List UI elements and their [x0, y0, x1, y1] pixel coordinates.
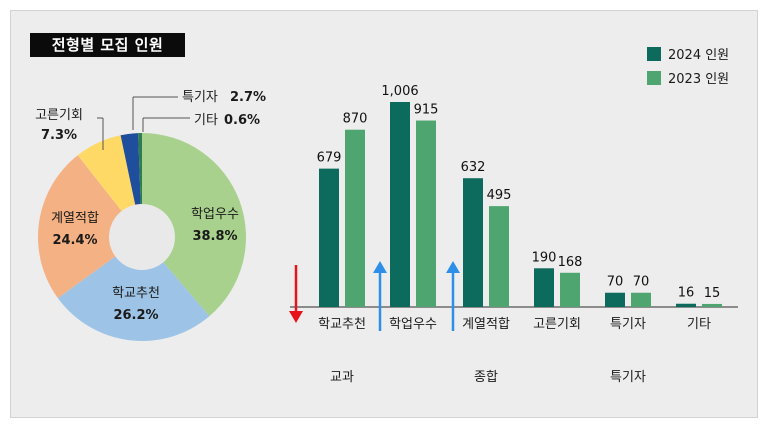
pie-value-label-5: 2.7% — [230, 90, 266, 105]
bar-2024-5 — [605, 292, 625, 307]
bar-value-label-2024-1: 679 — [317, 151, 342, 166]
x-tick-label-6: 기타 — [687, 317, 711, 332]
x-tick-label-3: 계열적합 — [462, 317, 510, 332]
legend-swatch-2023 — [647, 71, 661, 85]
bar-value-label-2023-6: 15 — [704, 286, 721, 301]
pie-slice-3 — [37, 155, 142, 299]
pie-category-label-6: 기타 — [194, 113, 218, 128]
pie-value-label-2: 26.2% — [113, 308, 158, 323]
bar-value-label-2023-1: 870 — [343, 112, 368, 127]
pie-value-label-3: 24.4% — [52, 233, 97, 248]
bar-value-label-2024-2: 1,006 — [381, 84, 418, 99]
pie-category-label-4: 고른기회 — [35, 108, 83, 123]
pie-category-label-2: 학교추천 — [112, 286, 160, 301]
title-box: 전형별 모집 인원 — [30, 33, 185, 57]
bar-value-label-2023-5: 70 — [633, 275, 650, 290]
x-tick-label-5: 특기자 — [610, 317, 646, 332]
bar-2023-5 — [631, 292, 651, 307]
donut-hole — [109, 204, 175, 270]
bar-value-label-2024-5: 70 — [607, 275, 624, 290]
pie-category-label-3: 계열적합 — [51, 211, 99, 226]
change-arrow-head-3 — [446, 261, 460, 273]
pie-value-label-1: 38.8% — [192, 229, 237, 244]
chart-title: 전형별 모집 인원 — [51, 36, 164, 54]
bar-2023-2 — [416, 120, 436, 308]
bar-2023-1 — [345, 129, 365, 307]
pie-category-label-1: 학업우수 — [191, 207, 239, 222]
pie-slice-1 — [142, 133, 247, 317]
group-label-3: 특기자 — [610, 370, 646, 385]
bar-value-label-2024-4: 190 — [532, 250, 557, 265]
x-tick-label-4: 고른기회 — [533, 317, 581, 332]
bar-2024-6 — [676, 303, 696, 307]
x-tick-label-1: 학교추천 — [318, 317, 366, 332]
pie-category-label-5: 특기자 — [182, 90, 218, 105]
bar-2024-2 — [390, 102, 410, 307]
bar-2023-3 — [489, 206, 509, 307]
group-label-2: 종합 — [474, 370, 498, 385]
bar-value-label-2024-3: 632 — [461, 160, 486, 175]
legend-label-2024: 2024 인원 — [668, 48, 729, 63]
bar-value-label-2023-2: 915 — [414, 103, 439, 118]
bar-value-label-2024-6: 16 — [678, 286, 695, 301]
pie-slice-2 — [57, 237, 210, 341]
legend-swatch-2024 — [647, 47, 661, 61]
x-tick-label-2: 학업우수 — [389, 317, 437, 332]
legend-label-2023: 2023 인원 — [668, 72, 729, 87]
bar-2024-3 — [463, 178, 483, 307]
bar-value-label-2023-3: 495 — [487, 188, 512, 203]
change-arrow-head-1 — [289, 311, 303, 323]
bar-2023-6 — [702, 303, 722, 307]
group-label-1: 교과 — [330, 370, 354, 385]
pie-value-label-4: 7.3% — [41, 128, 77, 143]
bar-value-label-2023-4: 168 — [558, 255, 583, 270]
pie-value-label-6: 0.6% — [224, 113, 260, 128]
bar-2023-4 — [560, 272, 580, 307]
change-arrow-head-2 — [373, 261, 387, 273]
bar-2024-1 — [319, 168, 339, 307]
bar-2024-4 — [534, 268, 554, 307]
